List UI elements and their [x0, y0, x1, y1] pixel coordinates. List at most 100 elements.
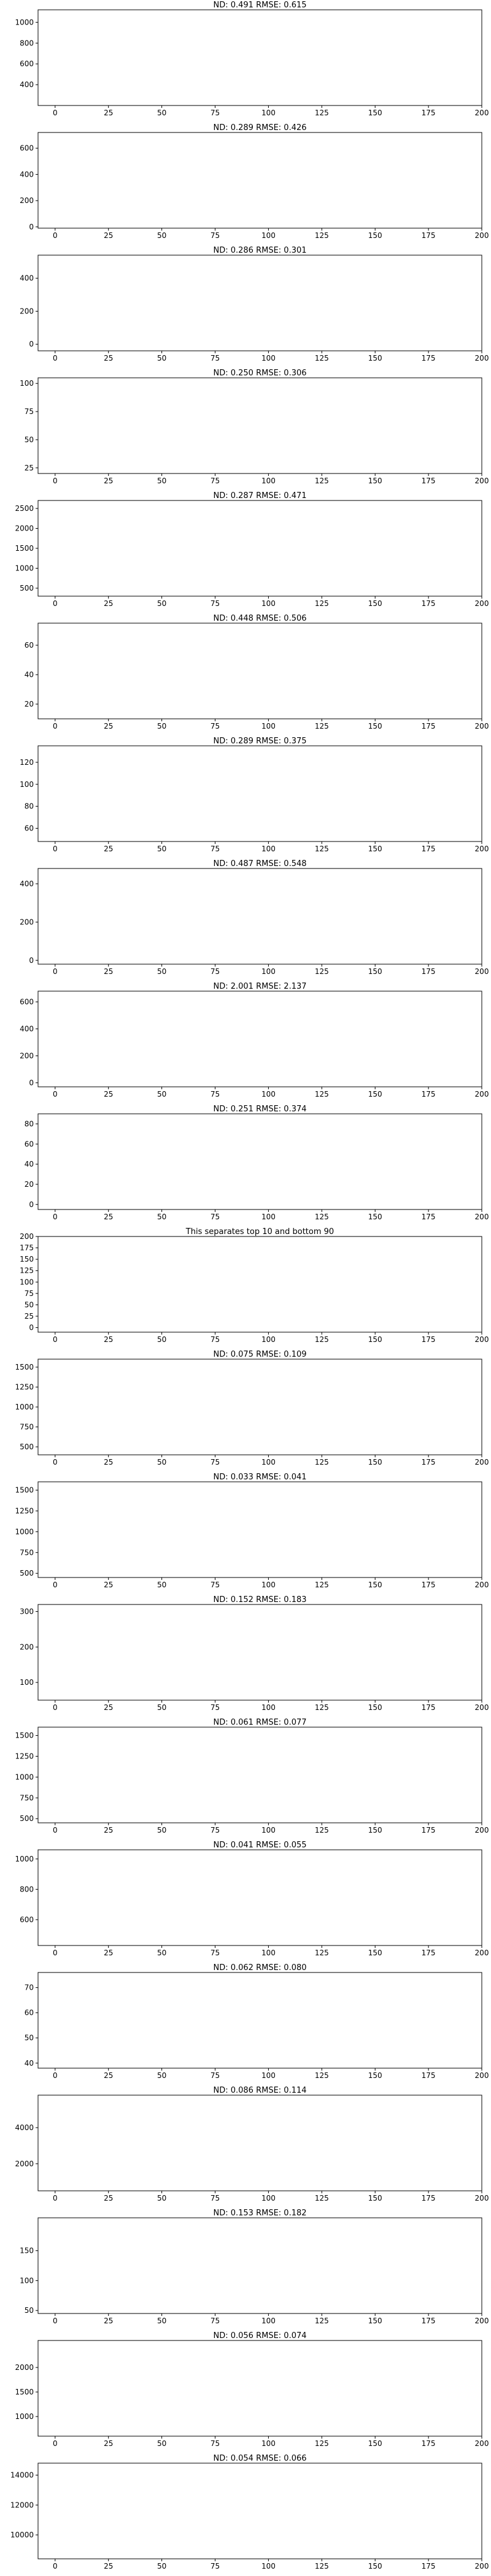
chart-panel-18: ND: 0.153 RMSE: 0.182 0 25 50 75 100 125 150 175…: [20, 2209, 489, 2325]
y-tick-label: 60: [25, 641, 34, 650]
x-tick-label: 50: [157, 1090, 166, 1098]
x-tick-label: 150: [368, 109, 382, 117]
chart-panel-17: ND: 0.086 RMSE: 0.114 0 25 50 75 100 125 150 175…: [15, 2086, 489, 2202]
x-tick-label: 125: [315, 2317, 329, 2325]
chart-title: ND: 0.286 RMSE: 0.301: [213, 246, 306, 255]
x-tick-label: 25: [104, 1090, 113, 1098]
chart-title: ND: 0.062 RMSE: 0.080: [213, 1963, 306, 1972]
x-tick-label: 75: [211, 599, 220, 608]
x-tick-label: 125: [315, 1581, 329, 1589]
y-tick-label: 10000: [10, 2531, 34, 2539]
y-tick-label: 200: [20, 918, 34, 926]
x-tick-label: 150: [368, 1949, 382, 1957]
axes-frame: [37, 255, 482, 351]
x-tick-label: 125: [315, 1826, 329, 1834]
x-tick-label: 200: [475, 2071, 489, 2080]
chart-title: ND: 0.250 RMSE: 0.306: [213, 369, 306, 378]
y-tick-label: 800: [20, 1885, 34, 1893]
y-tick-label: 100: [20, 379, 34, 388]
y-tick-label: 120: [20, 758, 34, 767]
x-tick-label: 200: [475, 845, 489, 853]
chart-panel-8: ND: 2.001 RMSE: 2.137 0 25 50 75 100 125 150 175…: [20, 982, 489, 1098]
x-tick-label: 175: [422, 1335, 436, 1344]
y-tick-label: 25: [25, 464, 34, 472]
chart-title: ND: 0.289 RMSE: 0.375: [213, 737, 306, 746]
x-tick-label: 200: [475, 2194, 489, 2202]
y-tick-label: 100: [20, 780, 34, 789]
y-tick-label: 750: [20, 1423, 34, 1432]
x-tick-label: 125: [315, 967, 329, 976]
y-tick-label: 600: [20, 998, 34, 1006]
x-tick-label: 150: [368, 2562, 382, 2570]
x-tick-label: 175: [422, 1703, 436, 1712]
y-tick-label: 100: [20, 1678, 34, 1687]
x-tick-label: 25: [104, 845, 113, 853]
x-tick-label: 75: [211, 354, 220, 362]
x-tick-label: 175: [422, 2194, 436, 2202]
axes-frame: [37, 745, 482, 842]
x-tick-label: 25: [104, 109, 113, 117]
x-tick-label: 50: [157, 2071, 166, 2080]
axes-frame: [37, 2463, 482, 2559]
x-tick-label: 150: [368, 1090, 382, 1098]
x-tick-label: 150: [368, 1335, 382, 1344]
x-tick-label: 200: [475, 1949, 489, 1957]
x-tick-label: 0: [53, 354, 58, 362]
y-tick-label: 600: [20, 59, 34, 68]
x-tick-label: 175: [422, 722, 436, 730]
x-tick-label: 150: [368, 1458, 382, 1466]
x-tick-label: 175: [422, 1090, 436, 1098]
x-tick-label: 0: [53, 1090, 58, 1098]
chart-panel-4: ND: 0.287 RMSE: 0.471 0 25 50 75 100 125 150 175…: [15, 491, 489, 608]
y-tick-label: 60: [25, 1140, 34, 1148]
axes-frame: [37, 1849, 482, 1946]
y-tick-label: 100: [20, 1278, 34, 1286]
y-tick-label: 25: [25, 1312, 34, 1321]
x-tick-label: 150: [368, 2194, 382, 2202]
y-tick-label: 0: [29, 340, 34, 348]
x-tick-label: 150: [368, 1581, 382, 1589]
x-tick-label: 150: [368, 967, 382, 976]
y-tick-label: 150: [20, 2247, 34, 2255]
x-tick-label: 100: [261, 1703, 276, 1712]
y-tick-label: 80: [25, 1119, 34, 1128]
x-tick-label: 25: [104, 2194, 113, 2202]
x-tick-label: 200: [475, 2562, 489, 2570]
y-tick-label: 175: [20, 1244, 34, 1252]
x-tick-label: 50: [157, 1581, 166, 1589]
x-tick-label: 150: [368, 2071, 382, 2080]
x-tick-label: 25: [104, 1335, 113, 1344]
x-tick-label: 125: [315, 1458, 329, 1466]
x-tick-label: 75: [211, 1581, 220, 1589]
axes-frame: [37, 1481, 482, 1578]
axes-frame: [37, 1359, 482, 1455]
x-tick-label: 175: [422, 1949, 436, 1957]
chart-panel-19: ND: 0.056 RMSE: 0.074 0 25 50 75 100 125 150 175…: [15, 2331, 489, 2448]
y-tick-label: 2000: [15, 2363, 34, 2372]
x-tick-label: 50: [157, 1949, 166, 1957]
y-tick-label: 1000: [15, 2412, 34, 2421]
x-tick-label: 25: [104, 1826, 113, 1834]
x-tick-label: 150: [368, 477, 382, 485]
y-tick-label: 400: [20, 274, 34, 283]
x-tick-label: 150: [368, 2317, 382, 2325]
chart-panel-11: ND: 0.075 RMSE: 0.109 0 25 50 75 100 125 150 175…: [15, 1350, 489, 1466]
x-tick-label: 0: [53, 1581, 58, 1589]
x-tick-label: 200: [475, 1090, 489, 1098]
y-tick-label: 1500: [15, 1486, 34, 1495]
x-tick-label: 0: [53, 845, 58, 853]
chart-title: This separates top 10 and bottom 90: [185, 1227, 334, 1236]
x-tick-label: 100: [261, 1090, 276, 1098]
chart-panel-7: ND: 0.487 RMSE: 0.548 0 25 50 75 100 125 150 175…: [20, 859, 489, 976]
chart-panel-2: ND: 0.286 RMSE: 0.301 0 25 50 75 100 125 150 175…: [20, 246, 489, 362]
y-tick-label: 200: [20, 1051, 34, 1060]
y-tick-label: 75: [25, 1289, 34, 1298]
x-tick-label: 100: [261, 1949, 276, 1957]
chart-title: ND: 0.152 RMSE: 0.183: [213, 1595, 306, 1604]
y-tick-label: 750: [20, 1793, 34, 1802]
chart-title: ND: 0.448 RMSE: 0.506: [213, 614, 306, 623]
y-tick-label: 200: [20, 307, 34, 315]
axes-frame: [37, 1236, 482, 1333]
y-tick-label: 60: [25, 2009, 34, 2017]
x-tick-label: 25: [104, 1213, 113, 1221]
